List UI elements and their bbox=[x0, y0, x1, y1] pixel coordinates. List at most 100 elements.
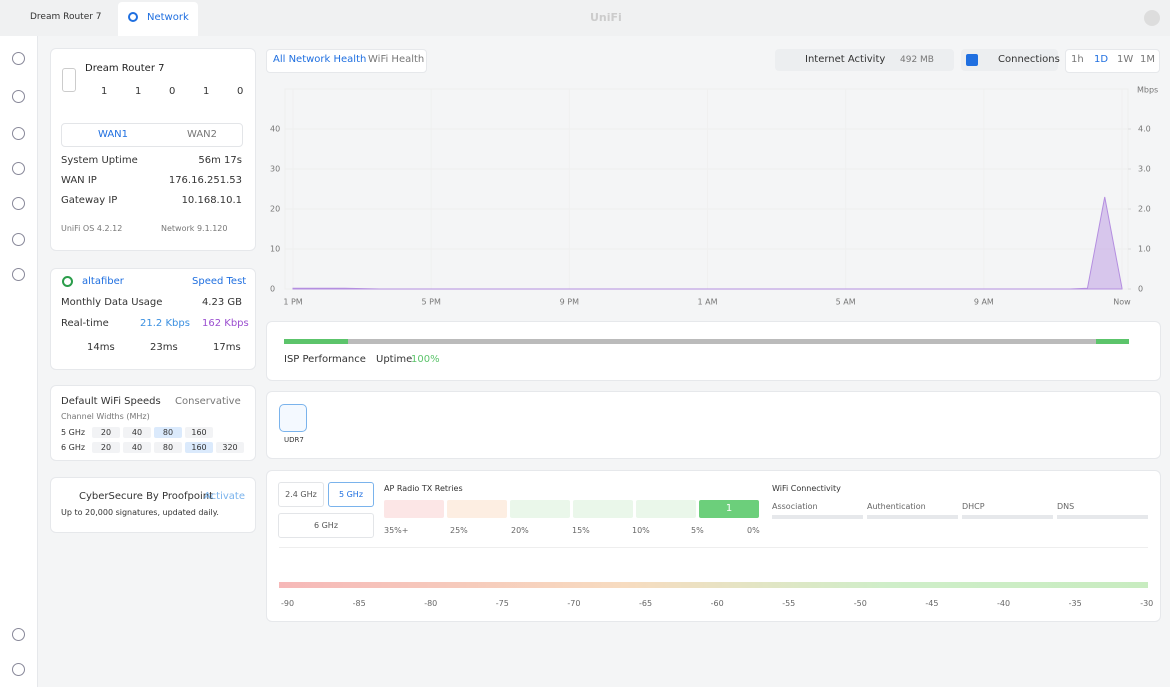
nav-icon[interactable] bbox=[12, 52, 25, 65]
retry-cell bbox=[573, 500, 633, 518]
width-option[interactable]: 20 bbox=[92, 427, 120, 438]
width-option[interactable]: 80 bbox=[154, 427, 182, 438]
y-tick-label: 30 bbox=[270, 165, 280, 174]
retry-cell: 1 bbox=[699, 500, 759, 518]
stat-label: Gateway IP bbox=[61, 195, 118, 206]
y2-tick-label: 1.0 bbox=[1138, 245, 1151, 254]
wan-tab[interactable]: WAN2 bbox=[187, 129, 218, 140]
retry-label: 0% bbox=[747, 526, 760, 535]
x-tick-label: 5 PM bbox=[421, 298, 440, 307]
health-tab[interactable]: WiFi Health bbox=[368, 54, 425, 65]
range-tab[interactable]: 1h bbox=[1071, 54, 1084, 65]
connectivity-bar bbox=[772, 515, 863, 519]
connectivity-bar bbox=[962, 515, 1053, 519]
rssi-label: -90 bbox=[281, 599, 295, 608]
retry-label: 5% bbox=[691, 526, 704, 535]
rssi-label: -30 bbox=[1140, 599, 1154, 608]
speed-test[interactable]: Speed Test bbox=[192, 276, 247, 287]
y2-tick-label: 4.0 bbox=[1138, 125, 1151, 134]
isp-icon bbox=[62, 276, 73, 287]
band-tab[interactable]: 6 GHz bbox=[278, 513, 374, 538]
cybersecure-title: CyberSecure By Proofpoint bbox=[79, 491, 214, 502]
latency: 17ms bbox=[213, 342, 241, 353]
port-count: 0 bbox=[237, 86, 244, 97]
range-tab[interactable]: 1D bbox=[1094, 54, 1109, 65]
uptime-seg bbox=[284, 339, 348, 344]
wifi-speeds-title: Default WiFi Speeds bbox=[61, 396, 161, 407]
nav-icon[interactable] bbox=[12, 162, 25, 175]
range-tabs bbox=[1065, 49, 1160, 73]
wifi-speeds-mode[interactable]: Conservative bbox=[175, 396, 241, 407]
wan-tab[interactable]: WAN1 bbox=[98, 129, 129, 140]
stat-label: System Uptime bbox=[61, 155, 138, 166]
x-tick-label: Now bbox=[1113, 298, 1131, 307]
retry-label: 35%+ bbox=[384, 526, 409, 535]
rssi-label: -85 bbox=[352, 599, 366, 608]
rssi-label: -60 bbox=[710, 599, 724, 608]
port-count: 1 bbox=[101, 86, 108, 97]
nav-icon[interactable] bbox=[12, 197, 25, 210]
checkbox[interactable] bbox=[966, 54, 978, 66]
uptime-label: Uptime bbox=[376, 354, 413, 365]
device-tile[interactable] bbox=[279, 404, 307, 432]
uptime-value: 100% bbox=[411, 354, 440, 365]
band-label: 5 GHz bbox=[61, 428, 86, 437]
device-label: UDR7 bbox=[284, 436, 304, 444]
width-option[interactable]: 320 bbox=[216, 442, 244, 453]
rssi-label: -45 bbox=[925, 599, 939, 608]
devices-card bbox=[266, 391, 1161, 459]
range-tab[interactable]: 1W bbox=[1117, 54, 1134, 65]
app-icon bbox=[128, 12, 138, 22]
stat-value: 176.16.251.53 bbox=[168, 175, 242, 186]
nav-icon[interactable] bbox=[12, 127, 25, 140]
avatar[interactable] bbox=[1144, 10, 1160, 26]
rssi-label: -35 bbox=[1068, 599, 1082, 608]
connectivity-bar bbox=[1057, 515, 1148, 519]
nav-icon[interactable] bbox=[12, 90, 25, 103]
band-tab[interactable]: 2.4 GHz bbox=[278, 482, 324, 507]
y2-tick-label: 2.0 bbox=[1138, 205, 1151, 214]
stat-value: 10.168.10.1 bbox=[181, 195, 242, 206]
x-tick-label: 9 AM bbox=[974, 298, 994, 307]
width-option[interactable]: 20 bbox=[92, 442, 120, 453]
upload: 162 Kbps bbox=[202, 318, 249, 329]
isp-name: altafiber bbox=[82, 276, 124, 287]
width-option[interactable]: 40 bbox=[123, 427, 151, 438]
band-label: 6 GHz bbox=[61, 443, 86, 452]
rssi-label: -80 bbox=[424, 599, 438, 608]
isp-performance-title: ISP Performance bbox=[284, 354, 366, 365]
health-tab[interactable]: All Network Health bbox=[273, 54, 367, 65]
connections-toggle[interactable] bbox=[961, 49, 1058, 71]
nav-icon[interactable] bbox=[12, 628, 25, 641]
divider bbox=[279, 547, 1148, 548]
width-option[interactable]: 40 bbox=[123, 442, 151, 453]
width-option[interactable]: 160 bbox=[185, 442, 213, 453]
width-option[interactable]: 80 bbox=[154, 442, 182, 453]
nav-icon[interactable] bbox=[12, 663, 25, 676]
activity-select[interactable] bbox=[775, 49, 954, 71]
y2-tick-label: 0 bbox=[1138, 285, 1143, 294]
width-option[interactable]: 160 bbox=[185, 427, 213, 438]
nav-icon[interactable] bbox=[12, 268, 25, 281]
activity-total: 492 MB bbox=[900, 55, 934, 65]
connections-label: Connections bbox=[998, 54, 1060, 65]
x-tick-label: 5 AM bbox=[836, 298, 856, 307]
stat-label: WAN IP bbox=[61, 175, 97, 186]
logo: UniFi bbox=[590, 11, 622, 24]
cybersecure-note: Up to 20,000 signatures, updated daily. bbox=[61, 508, 219, 517]
range-tab[interactable]: 1M bbox=[1140, 54, 1155, 65]
realtime-label: Real-time bbox=[61, 318, 109, 329]
latency: 14ms bbox=[87, 342, 115, 353]
cybersecure-activate[interactable]: Activate bbox=[204, 491, 245, 502]
x-tick-label: 1 AM bbox=[697, 298, 717, 307]
band-tab[interactable]: 5 GHz bbox=[328, 482, 374, 507]
cybersecure-card bbox=[50, 477, 256, 533]
site-name[interactable]: Dream Router 7 bbox=[30, 12, 102, 22]
device-card bbox=[50, 48, 256, 251]
connectivity-title: WiFi Connectivity bbox=[772, 484, 841, 493]
x-tick-label: 1 PM bbox=[283, 298, 302, 307]
nav-icon[interactable] bbox=[12, 233, 25, 246]
health-tabs bbox=[266, 49, 427, 73]
port-count: 1 bbox=[203, 86, 210, 97]
